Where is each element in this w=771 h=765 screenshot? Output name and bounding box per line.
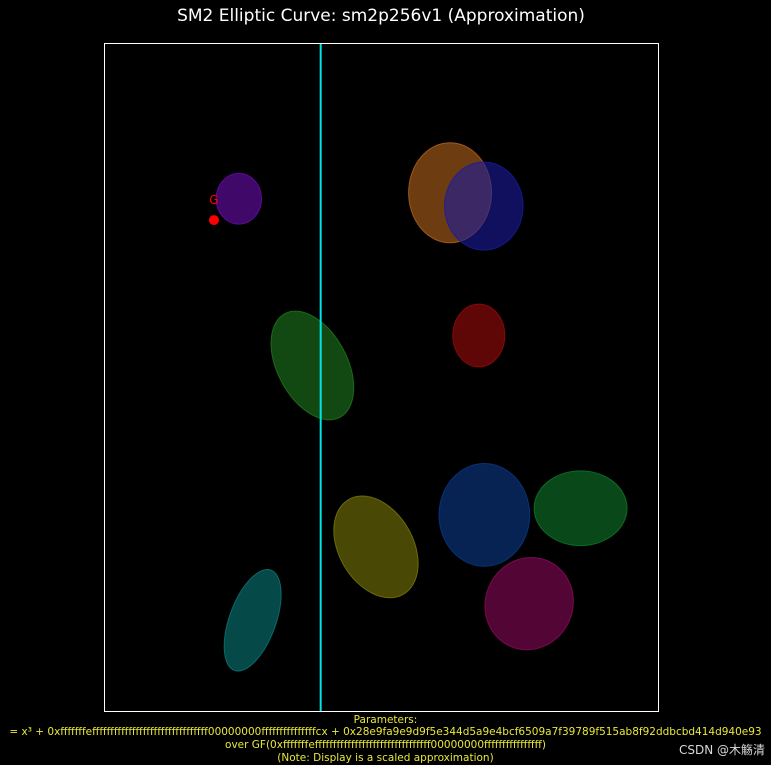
ellipse-3 [444,161,524,251]
watermark: CSDN @木觞清 [678,743,765,757]
point-g-marker [208,215,219,226]
params-field: over GF(0xfffffffeffffffffffffffffffffff… [225,739,546,751]
ellipse-1 [215,172,262,225]
params-heading: Parameters: [353,714,418,726]
ellipse-8 [333,495,419,599]
point-g-label: G [209,193,218,207]
chart-title: SM2 Elliptic Curve: sm2p256v1 (Approxima… [177,6,585,26]
ellipse-5 [270,310,355,421]
plot-frame [104,43,659,712]
ellipse-9 [484,556,574,651]
ellipse-6 [438,463,531,567]
ellipse-7 [533,470,628,547]
params-equation: = x³ + 0xfffffffefffffffffffffffffffffff… [9,726,762,738]
ellipse-layer [215,142,628,672]
params-note: (Note: Display is a scaled approximation… [277,752,494,764]
ellipse-4 [452,303,506,368]
ellipse-10 [223,569,282,672]
